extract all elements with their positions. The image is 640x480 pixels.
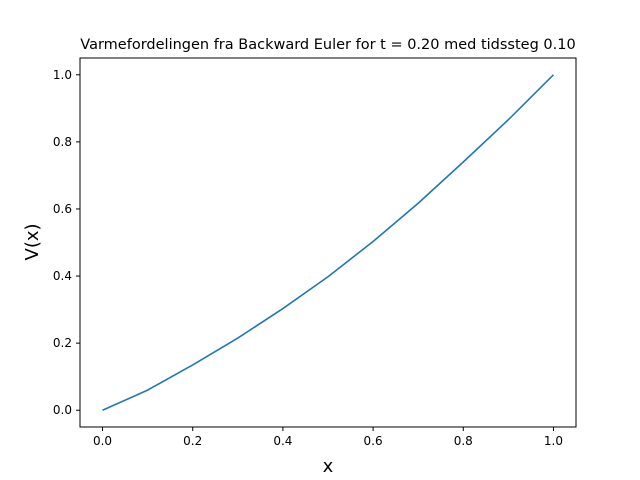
- x-tick-label: 0.2: [183, 434, 202, 448]
- y-tick-label: 0.8: [53, 135, 72, 149]
- y-axis-ticks: 0.0 0.2 0.4 0.6 0.8 1.0: [53, 68, 80, 417]
- x-tick-label: 0.0: [93, 434, 112, 448]
- y-tick-label: 0.6: [53, 202, 72, 216]
- y-tick-label: 1.0: [53, 68, 72, 82]
- chart-title: Varmefordelingen fra Backward Euler for …: [80, 37, 575, 53]
- x-axis-ticks: 0.0 0.2 0.4 0.6 0.8 1.0: [93, 427, 563, 448]
- plot-area: [79, 57, 577, 428]
- series-line-0: [102, 74, 555, 411]
- x-tick-label: 0.8: [454, 434, 473, 448]
- y-tick-label: 0.4: [53, 269, 72, 283]
- x-tick-label: 1.0: [544, 434, 563, 448]
- y-tick-label: 0.0: [53, 403, 72, 417]
- plot-frame: [79, 57, 577, 428]
- series-layer: [102, 74, 555, 411]
- y-axis-label: V(x): [22, 223, 43, 260]
- y-tick-label: 0.2: [53, 336, 72, 350]
- x-tick-label: 0.6: [364, 434, 383, 448]
- x-axis-label: x: [323, 456, 334, 477]
- x-tick-label: 0.4: [273, 434, 292, 448]
